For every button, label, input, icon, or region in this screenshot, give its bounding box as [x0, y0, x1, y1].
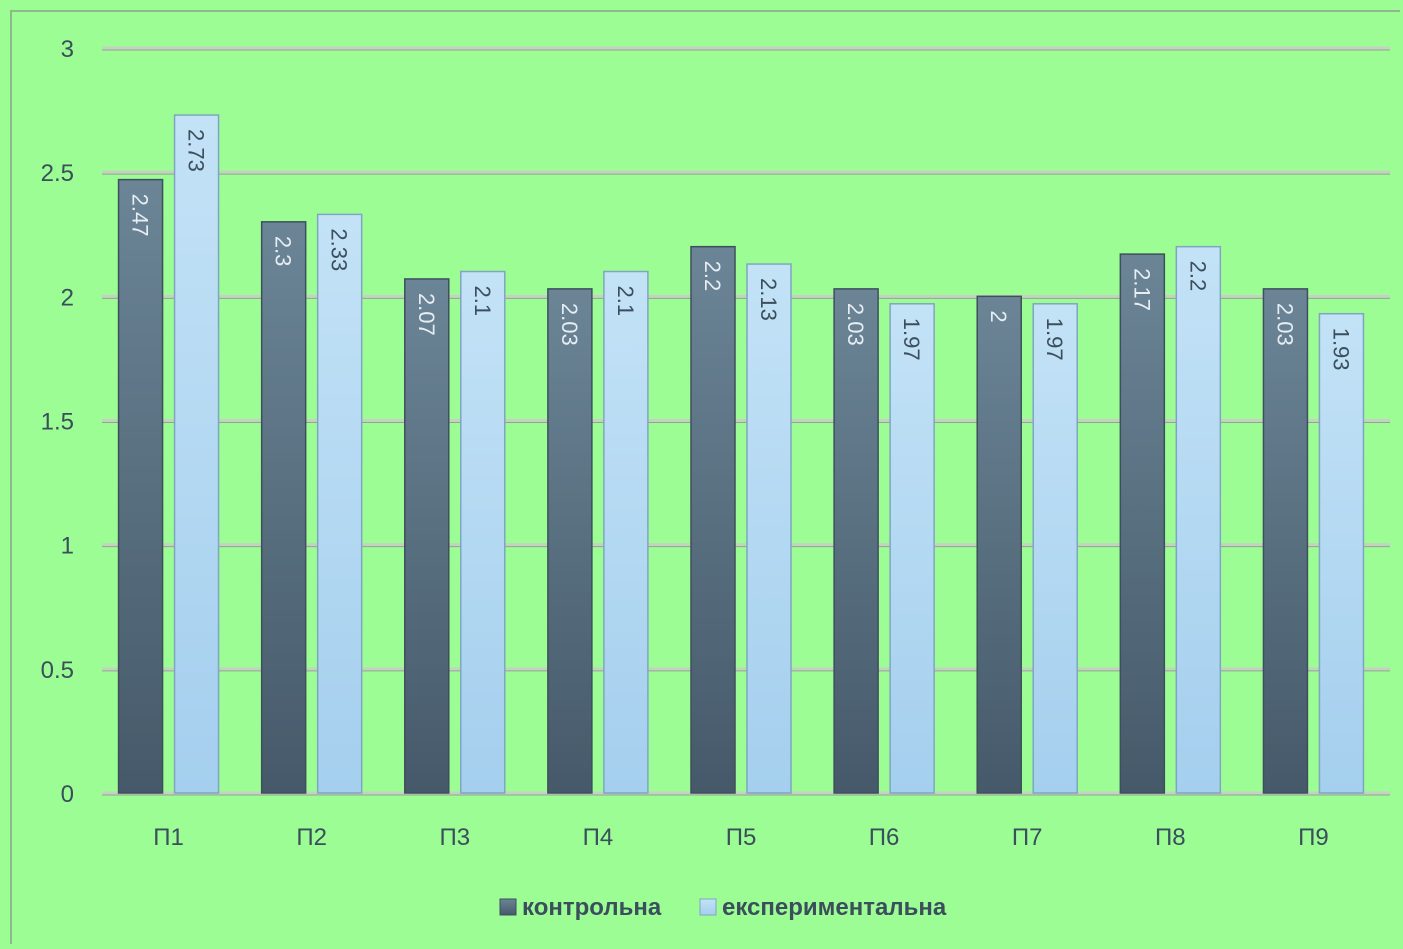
y-tick-label: 3 [61, 36, 74, 63]
bar-experimental [746, 263, 792, 794]
bar-experimental [889, 303, 935, 794]
x-category-label: П4 [583, 824, 614, 851]
bar-value-label-experimental: 2.1 [613, 286, 638, 317]
bar-value-label-experimental: 2.1 [470, 286, 495, 317]
bar-value-label-experimental: 2.13 [756, 278, 781, 321]
bar-value-label-control: 2.47 [128, 194, 153, 237]
bar-control [690, 245, 736, 794]
bar-experimental [1032, 303, 1078, 794]
bar-experimental [603, 270, 649, 794]
bar-control [1119, 253, 1166, 794]
x-category-label: П2 [296, 824, 327, 851]
bars: 2.47 2.73 2.3 2.33 2.07 2.1 2.03 2.1 2.2 2.13 2.03… [117, 114, 1365, 794]
x-category-label: П8 [1155, 824, 1186, 851]
bar-value-label-experimental: 1.93 [1328, 328, 1353, 371]
bar-control [1262, 288, 1309, 794]
x-axis-categories: П1 П2 П3 П4 П5 П6 П7 П8 П9 [153, 824, 1328, 851]
y-tick-label: 2.5 [41, 160, 74, 187]
x-category-label: П3 [439, 824, 470, 851]
bar-experimental [316, 213, 363, 794]
bar-experimental [173, 114, 220, 794]
x-category-label: П1 [153, 824, 184, 851]
legend-label-experimental: експериментальна [722, 894, 947, 921]
bar-value-label-control: 2.17 [1129, 268, 1154, 311]
bar-experimental [1318, 312, 1365, 794]
y-tick-label: 1.5 [41, 409, 74, 436]
bar-value-label-control: 2.03 [557, 303, 582, 346]
grid-lines [102, 46, 1390, 796]
bar-control [117, 178, 164, 794]
bar-control [260, 221, 307, 794]
bar-value-label-control: 2.2 [700, 261, 725, 292]
bar-value-label-control: 2 [986, 310, 1011, 322]
legend-swatch-experimental [699, 898, 717, 916]
bar-control [404, 278, 450, 794]
bar-chart: 0 0.5 1 1.5 2 2.5 3 2.47 2.73 2.3 2.33 2.07 2.1 2.03… [41, 36, 1390, 921]
bar-control [976, 295, 1022, 794]
bar-experimental [1175, 245, 1222, 794]
bar-value-label-experimental: 1.97 [899, 318, 924, 361]
bar-value-label-control: 2.3 [271, 236, 296, 267]
bar-value-label-experimental: 2.73 [184, 129, 209, 172]
y-tick-label: 1 [61, 533, 74, 560]
legend: контрольна експериментальна [499, 894, 947, 921]
x-category-label: П5 [726, 824, 757, 851]
y-tick-label: 0.5 [41, 657, 74, 684]
chart-container: 0 0.5 1 1.5 2 2.5 3 2.47 2.73 2.3 2.33 2.07 2.1 2.03… [10, 10, 1400, 944]
y-tick-label: 0 [61, 781, 74, 808]
legend-label-control: контрольна [522, 894, 662, 921]
x-category-label: П7 [1012, 824, 1043, 851]
bar-value-label-experimental: 2.33 [327, 228, 352, 271]
bar-value-label-control: 2.07 [414, 293, 439, 336]
bar-control [547, 288, 593, 794]
bar-experimental [460, 270, 506, 794]
x-category-label: П6 [869, 824, 900, 851]
x-category-label: П9 [1298, 824, 1329, 851]
bar-value-label-experimental: 1.97 [1042, 318, 1067, 361]
y-tick-label: 2 [61, 284, 74, 311]
legend-swatch-control [499, 898, 517, 916]
bar-control [833, 288, 879, 794]
bar-value-label-control: 2.03 [1272, 303, 1297, 346]
bar-value-label-experimental: 2.2 [1185, 261, 1210, 292]
bar-value-label-control: 2.03 [843, 303, 868, 346]
y-axis-ticks: 0 0.5 1 1.5 2 2.5 3 [41, 36, 74, 808]
